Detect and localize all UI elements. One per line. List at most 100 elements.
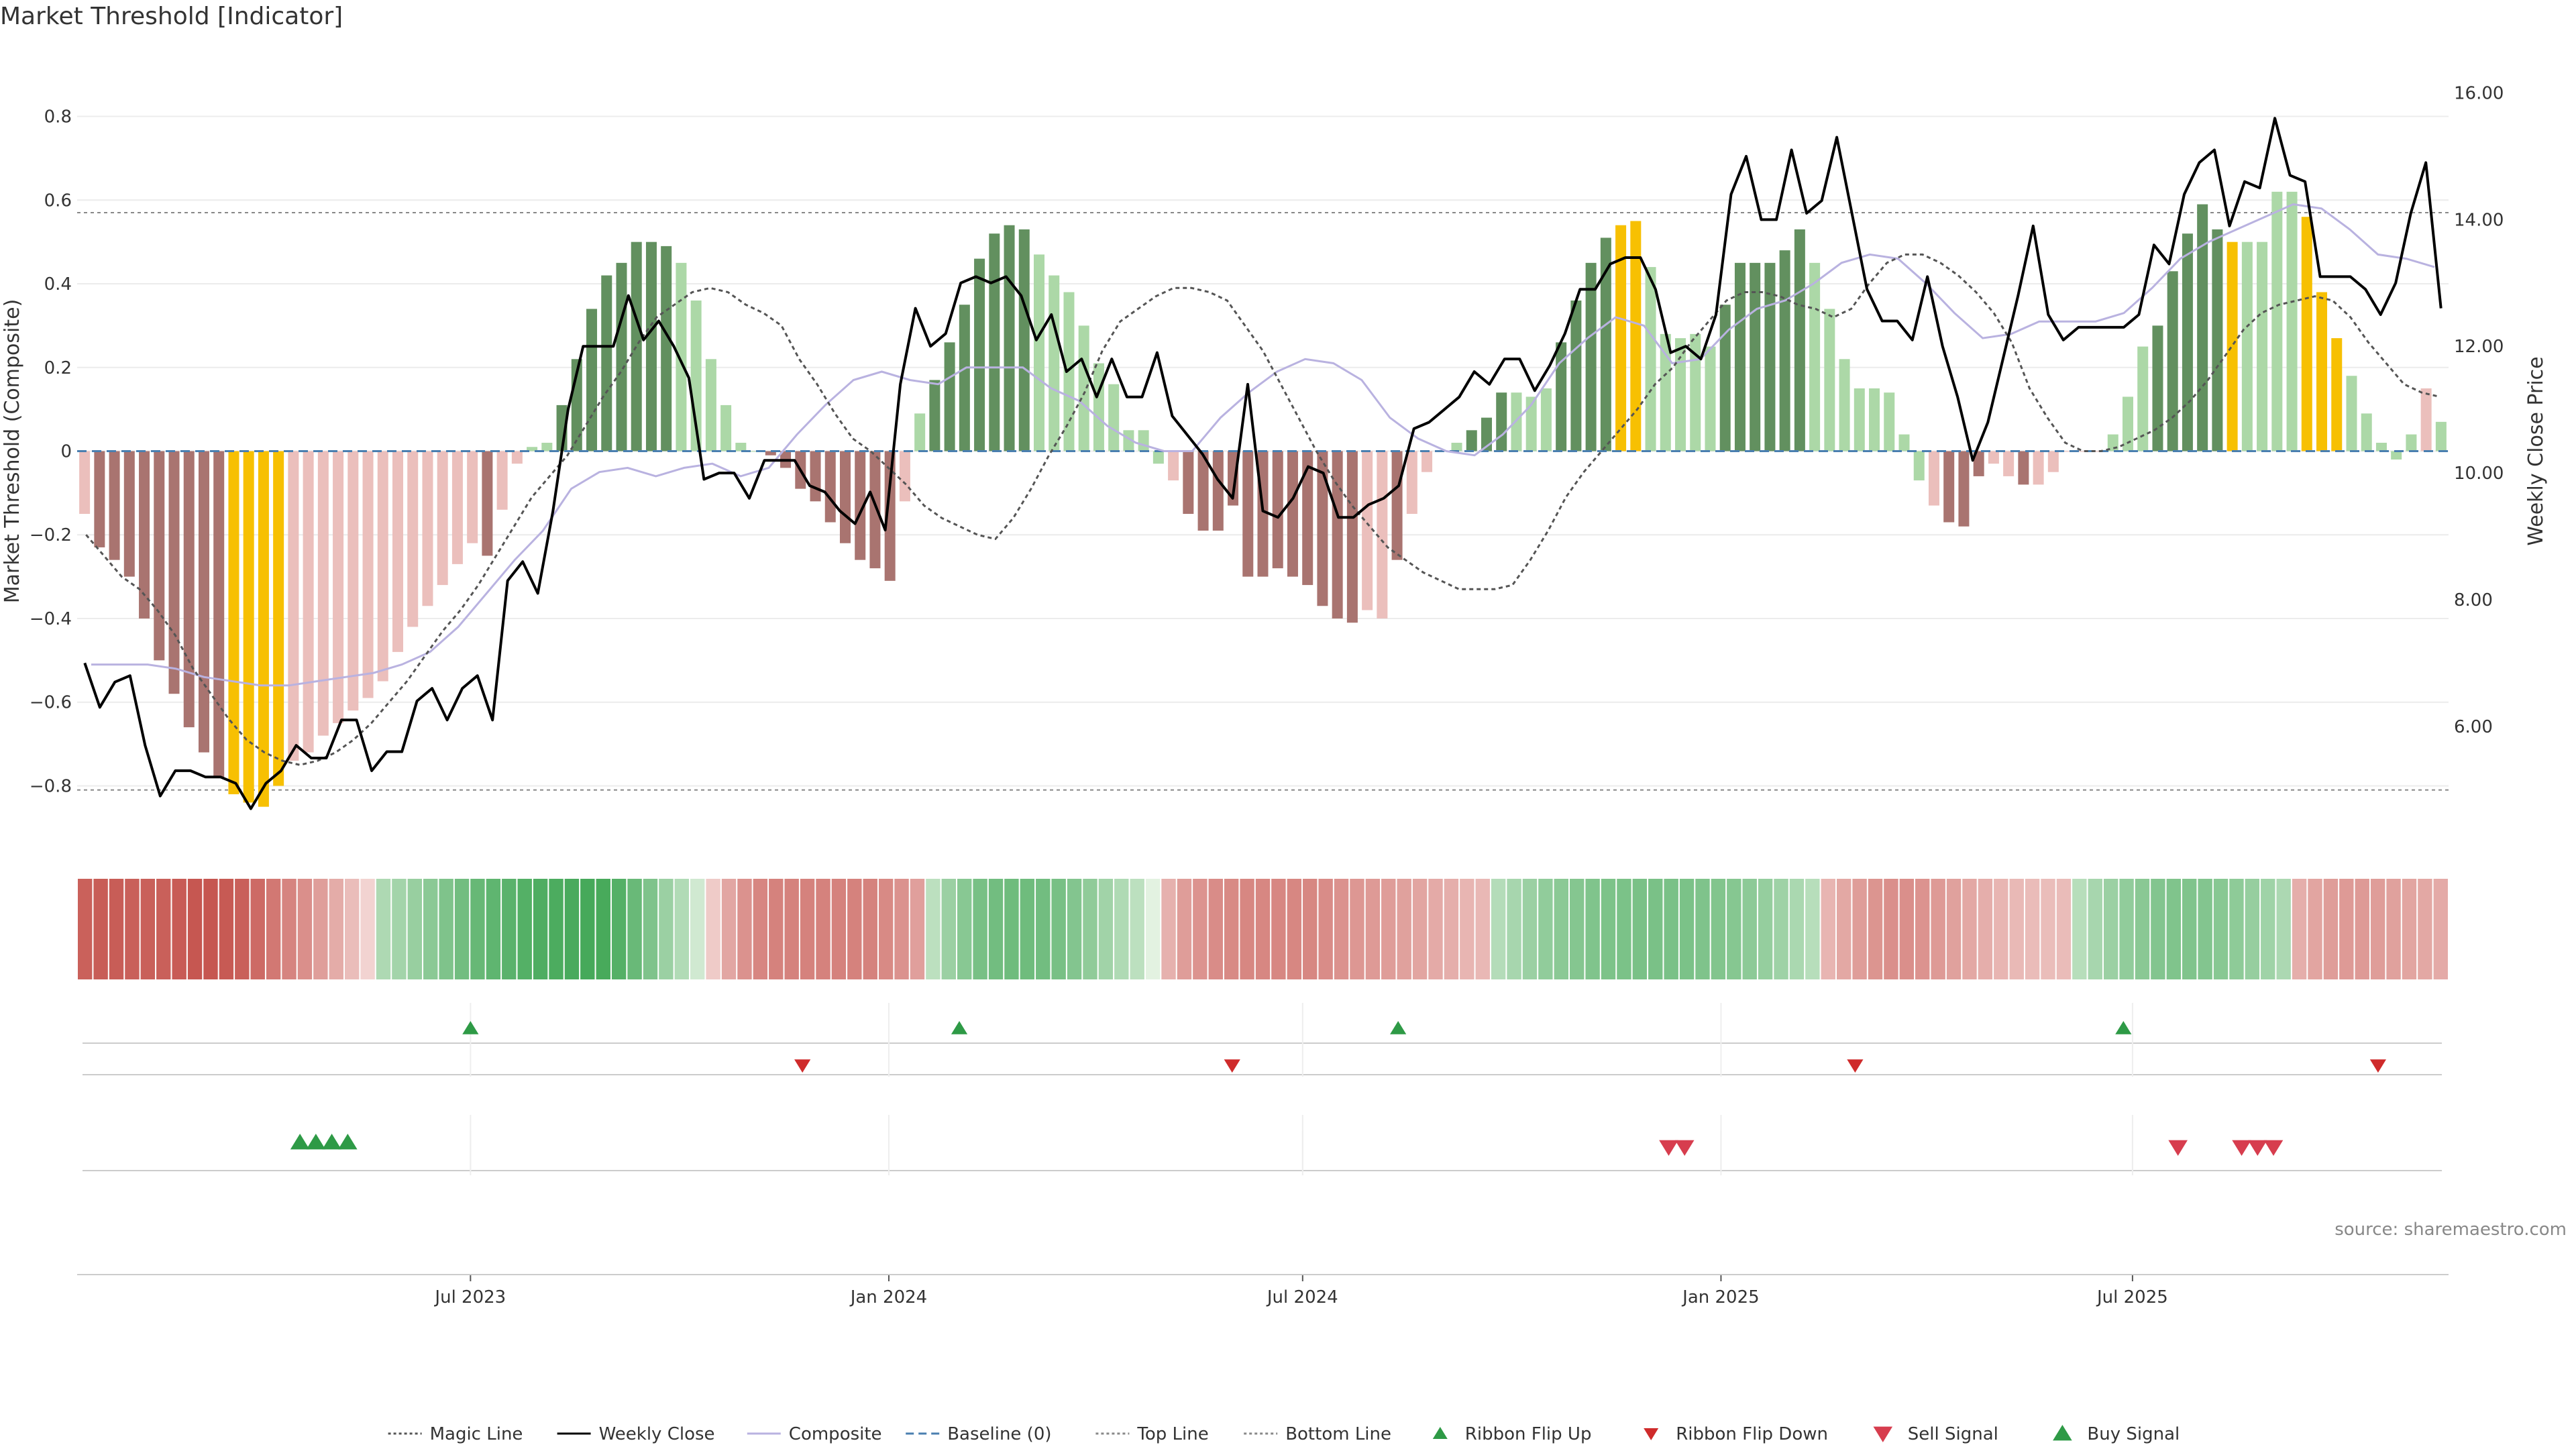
composite-bar xyxy=(839,451,851,543)
composite-bar xyxy=(94,451,105,547)
composite-bar xyxy=(258,451,269,807)
composite-bar xyxy=(810,451,821,502)
y2-tick-label: 14.00 xyxy=(2454,210,2504,230)
ribbon-segment xyxy=(2103,879,2118,979)
ribbon-segment xyxy=(549,879,564,979)
composite-bar xyxy=(645,241,657,451)
ribbon-segment xyxy=(125,879,140,979)
ribbon-segment xyxy=(863,879,877,979)
composite-bar xyxy=(1108,384,1120,451)
composite-bar xyxy=(168,451,180,694)
composite-bar xyxy=(2122,396,2134,451)
composite-bar xyxy=(1481,417,1492,451)
ribbon-segment xyxy=(2119,879,2134,979)
sell-signal-marker xyxy=(1674,1140,1695,1156)
ribbon-segment xyxy=(1350,879,1364,979)
legend-label-bottom-line: Bottom Line xyxy=(1285,1424,1391,1444)
y2-tick-label: 12.00 xyxy=(2454,337,2504,357)
ribbon-segment xyxy=(1601,879,1616,979)
ribbon-segment xyxy=(1884,879,1898,979)
ribbon-segment xyxy=(1522,879,1538,979)
ribbon-segment xyxy=(1648,879,1663,979)
composite-bar xyxy=(1988,451,1999,464)
y-tick-label: −0.8 xyxy=(30,776,72,796)
ribbon-segment xyxy=(1067,879,1082,979)
ribbon-segment xyxy=(1868,879,1883,979)
ribbon-segment xyxy=(1836,879,1851,979)
x-tick-label: Jul 2023 xyxy=(433,1287,506,1307)
legend-swatch-sell xyxy=(1873,1426,1893,1442)
sell-signal-marker xyxy=(2263,1140,2284,1156)
ribbon-segment xyxy=(1491,879,1506,979)
composite-bar xyxy=(1332,451,1343,619)
legend-label-top-line: Top Line xyxy=(1136,1424,1208,1444)
ribbon-segment xyxy=(2056,879,2072,979)
ribbon-segment xyxy=(439,879,453,979)
composite-bar xyxy=(1152,451,1164,464)
composite-bar xyxy=(303,451,314,753)
ribbon-segment xyxy=(2025,879,2040,979)
composite-bar xyxy=(407,451,419,627)
composite-bar xyxy=(451,451,463,564)
composite-bar xyxy=(347,451,359,711)
ribbon-segment xyxy=(203,879,218,979)
ribbon-segment xyxy=(517,879,532,979)
composite-bar xyxy=(392,451,404,652)
composite-bar xyxy=(631,241,642,451)
composite-bar xyxy=(228,451,239,794)
composite-bar xyxy=(2361,413,2372,451)
y2-tick-label: 10.00 xyxy=(2454,464,2504,484)
ribbon-segment xyxy=(313,879,328,979)
ribbon-segment xyxy=(1821,879,1835,979)
ribbon-segment xyxy=(1475,879,1490,979)
y2-tick-label: 8.00 xyxy=(2454,590,2493,610)
composite-bar xyxy=(422,451,433,606)
composite-bar xyxy=(1645,267,1656,451)
composite-bar xyxy=(1973,451,1984,476)
composite-bar xyxy=(855,451,866,560)
ribbon-segment xyxy=(2261,879,2275,979)
legend-label-buy: Buy Signal xyxy=(2087,1424,2180,1444)
composite-bar xyxy=(2003,451,2015,476)
legend-swatch-ribbon-flip-up xyxy=(1432,1427,1448,1439)
sell-signal-marker xyxy=(2232,1140,2251,1156)
ribbon-flip-down-marker xyxy=(2369,1059,2387,1073)
ribbon-segment xyxy=(1145,879,1161,979)
ribbon-segment xyxy=(1208,879,1223,979)
composite-bar xyxy=(1540,388,1552,451)
composite-bar xyxy=(1138,430,1149,451)
composite-bar xyxy=(288,451,299,761)
composite-bar xyxy=(2406,434,2417,451)
ribbon-segment xyxy=(360,879,375,979)
buy-signal-marker xyxy=(306,1134,326,1150)
ribbon-segment xyxy=(1695,879,1710,979)
ribbon-segment xyxy=(93,879,108,979)
ribbon-segment xyxy=(1051,879,1066,979)
composite-bar xyxy=(1750,262,1761,451)
buy-signal-marker xyxy=(338,1134,358,1150)
x-tick-label: Jan 2024 xyxy=(849,1287,928,1307)
ribbon-segment xyxy=(1381,879,1396,979)
composite-bar xyxy=(1466,430,1477,451)
legend-label-magic-line: Magic Line xyxy=(430,1424,523,1444)
ribbon-segment xyxy=(392,879,407,979)
ribbon-segment xyxy=(329,879,343,979)
ribbon-segment xyxy=(1428,879,1443,979)
composite-bar xyxy=(1183,451,1194,515)
ribbon-segment xyxy=(1161,879,1176,979)
ribbon-segment xyxy=(1114,879,1129,979)
composite-bar xyxy=(1913,451,1925,481)
composite-bar xyxy=(661,246,672,451)
composite-bar xyxy=(1421,451,1433,472)
ribbon-segment xyxy=(1334,879,1349,979)
ribbon-flip-down-marker xyxy=(1224,1059,1240,1073)
ribbon-segment xyxy=(2308,879,2322,979)
ribbon-segment xyxy=(596,879,610,979)
ribbon-segment xyxy=(2151,879,2165,979)
composite-bar xyxy=(2047,451,2059,472)
composite-bar xyxy=(2063,451,2074,452)
y-tick-label: 0.6 xyxy=(44,191,72,211)
ribbon-segment xyxy=(1679,879,1695,979)
ribbon-segment xyxy=(454,879,470,979)
ribbon-segment xyxy=(235,879,250,979)
